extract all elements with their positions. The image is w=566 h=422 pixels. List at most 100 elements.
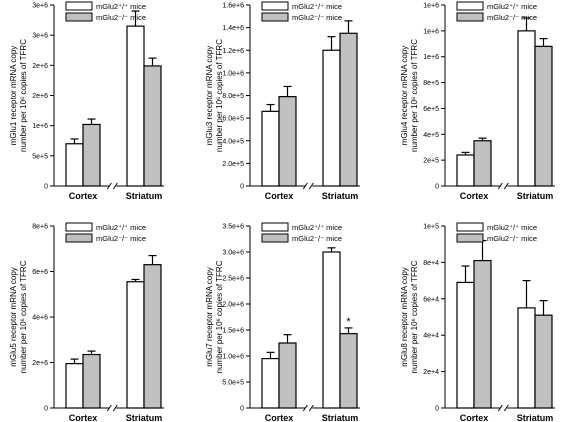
axis-break-mark bbox=[497, 404, 503, 412]
y-tick-label: 1e+6 bbox=[32, 123, 48, 130]
y-tick-label: 2e+6 bbox=[32, 63, 48, 70]
y-tick-label: 0 bbox=[240, 406, 244, 413]
legend-label: mGlu2⁻/⁻ mice bbox=[487, 234, 537, 243]
legend-label: mGlu2⁺/⁺ mice bbox=[487, 223, 537, 232]
x-category-label: Cortex bbox=[265, 191, 294, 201]
y-axis-title-line: mGlu7 receptor mRNA copy bbox=[205, 267, 214, 367]
y-axis-title: mGlu5 receptor mRNA copynumber per 10⁶ c… bbox=[9, 260, 28, 373]
x-category-label: Striatum bbox=[322, 413, 359, 422]
bar bbox=[473, 140, 492, 187]
axis-break-mark bbox=[106, 404, 112, 412]
bar bbox=[65, 143, 84, 187]
chart-panel: 0 2e+6 4e+6 6e+6 8e+6 mGlu5 receptor mRNA cop… bbox=[9, 222, 164, 422]
y-axis-title-line: number per 10⁶ copies of TFRC bbox=[19, 260, 28, 373]
x-category-label: Striatum bbox=[517, 413, 554, 422]
bar bbox=[126, 25, 145, 187]
x-category-label: Cortex bbox=[265, 413, 294, 422]
axis-break-mark bbox=[497, 182, 503, 190]
y-axis-title-line: mGlu1 receptor mRNA copy bbox=[9, 46, 18, 146]
y-axis-title-line: number per 10⁶ copies of TFRC bbox=[19, 39, 28, 152]
y-axis-title-line: mGlu3 receptor mRNA copy bbox=[205, 46, 214, 146]
y-tick-label: 1.6e+6 bbox=[222, 3, 244, 10]
bar bbox=[261, 358, 280, 409]
axis-break-mark bbox=[106, 182, 112, 190]
y-tick-label: 1e+6 bbox=[423, 54, 439, 61]
y-axis-title-line: mGlu5 receptor mRNA copy bbox=[9, 267, 18, 367]
y-axis-title-line: number per 10⁶ copies of TFRC bbox=[215, 260, 224, 373]
bar bbox=[456, 281, 475, 409]
bar bbox=[534, 314, 553, 409]
bar bbox=[278, 96, 297, 187]
bar bbox=[322, 251, 341, 409]
y-tick-label: 0 bbox=[240, 184, 244, 191]
bar bbox=[456, 154, 475, 187]
axis-break-mark bbox=[503, 404, 509, 412]
bar bbox=[143, 264, 162, 409]
legend-label: mGlu2⁺/⁺ mice bbox=[96, 223, 146, 232]
bar bbox=[517, 307, 536, 409]
y-tick-label: 6.0e+5 bbox=[222, 116, 244, 123]
y-axis-title: mGlu8 receptor mRNA copynumber per 10⁶ c… bbox=[400, 260, 419, 373]
y-tick-label: 0 bbox=[44, 184, 48, 191]
bar bbox=[534, 45, 553, 187]
bar bbox=[339, 32, 358, 187]
y-tick-label: 2.5e+6 bbox=[222, 276, 244, 283]
legend-label: mGlu2⁻/⁻ mice bbox=[292, 13, 342, 22]
y-tick-label: 8e+4 bbox=[423, 260, 439, 267]
y-tick-label: 8e+5 bbox=[423, 80, 439, 87]
x-category-label: Cortex bbox=[69, 413, 98, 422]
bar bbox=[278, 342, 297, 409]
legend-label: mGlu2⁺/⁺ mice bbox=[96, 2, 146, 11]
axis-break-mark bbox=[302, 404, 308, 412]
y-tick-label: 0 bbox=[435, 406, 439, 413]
y-tick-label: 1.5e+6 bbox=[222, 328, 244, 335]
legend-swatch bbox=[65, 222, 93, 232]
x-category-label: Cortex bbox=[460, 413, 489, 422]
y-tick-label: 0 bbox=[435, 184, 439, 191]
bar bbox=[473, 259, 492, 409]
bar bbox=[261, 110, 280, 187]
chart-panel: 0 2e+4 4e+4 6e+4 8e+4 1e+5 mGlu8 receptor mRNA… bbox=[400, 222, 555, 422]
bar bbox=[82, 123, 101, 187]
legend-swatch bbox=[261, 222, 289, 232]
x-category-label: Striatum bbox=[126, 413, 163, 422]
axis-break-mark bbox=[112, 404, 118, 412]
legend-label: mGlu2⁻/⁻ mice bbox=[292, 234, 342, 243]
y-tick-label: 1.0e+6 bbox=[222, 354, 244, 361]
y-axis-title-line: number per 10⁶ copies of TFRC bbox=[410, 260, 419, 373]
bar bbox=[82, 353, 101, 409]
axis-break-mark bbox=[302, 182, 308, 190]
y-tick-label: 8.0e+5 bbox=[222, 93, 244, 100]
y-tick-label: 2e+6 bbox=[32, 360, 48, 367]
legend-label: mGlu2⁻/⁻ mice bbox=[96, 234, 146, 243]
axis-break-mark bbox=[308, 182, 314, 190]
y-tick-label: 6e+6 bbox=[32, 269, 48, 276]
legend-swatch bbox=[261, 12, 289, 22]
axis-break-mark bbox=[503, 182, 509, 190]
y-tick-label: 3e+6 bbox=[32, 3, 48, 10]
legend-swatch bbox=[456, 222, 484, 232]
y-axis-title: mGlu7 receptor mRNA copynumber per 10⁶ c… bbox=[205, 260, 224, 373]
x-category-label: Striatum bbox=[517, 191, 554, 201]
y-tick-label: 0 bbox=[44, 406, 48, 413]
bar bbox=[143, 65, 162, 187]
legend-label: mGlu2⁺/⁺ mice bbox=[292, 223, 342, 232]
legend-swatch bbox=[261, 233, 289, 243]
axis-break-mark bbox=[308, 404, 314, 412]
y-tick-label: 4.0e+5 bbox=[222, 138, 244, 145]
chart-panel: 0 2e+5 4e+5 6e+5 8e+5 1e+6 1e+6 1e+6 mGlu4 recep… bbox=[400, 1, 555, 201]
legend-swatch bbox=[261, 1, 289, 11]
x-category-label: Cortex bbox=[460, 191, 489, 201]
legend-label: mGlu2⁻/⁻ mice bbox=[96, 13, 146, 22]
y-tick-label: 6e+5 bbox=[423, 106, 439, 113]
y-tick-label: 5.0e+5 bbox=[222, 380, 244, 387]
x-category-label: Cortex bbox=[69, 191, 98, 201]
bar bbox=[517, 30, 536, 187]
y-axis-title: mGlu1 receptor mRNA copynumber per 10⁶ c… bbox=[9, 39, 28, 152]
legend-swatch bbox=[456, 233, 484, 243]
y-tick-label: 1e+6 bbox=[423, 28, 439, 35]
y-axis-title: mGlu4 receptor mRNA copynumber per 10⁶ c… bbox=[400, 39, 419, 152]
y-tick-label: 1.2e+6 bbox=[222, 48, 244, 55]
y-tick-label: 1e+5 bbox=[423, 224, 439, 231]
y-tick-label: 3.0e+6 bbox=[222, 250, 244, 257]
